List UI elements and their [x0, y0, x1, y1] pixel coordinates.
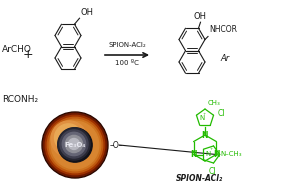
Text: Cl: Cl [209, 167, 216, 177]
Text: Ar: Ar [220, 54, 229, 63]
Circle shape [47, 117, 103, 173]
Text: N–CH₃: N–CH₃ [221, 152, 242, 157]
Text: OH: OH [81, 8, 94, 17]
Circle shape [51, 121, 87, 157]
Circle shape [58, 128, 92, 162]
Circle shape [68, 139, 79, 149]
Circle shape [65, 135, 82, 153]
Text: N: N [199, 115, 204, 121]
Text: +: + [23, 49, 33, 61]
Text: Cl: Cl [218, 109, 225, 119]
Circle shape [58, 128, 90, 160]
Text: ArCHO: ArCHO [2, 46, 32, 54]
Text: CH₃: CH₃ [208, 100, 221, 106]
Text: SPION-ACl₂: SPION-ACl₂ [108, 42, 146, 48]
Circle shape [51, 121, 99, 169]
Text: –O–: –O– [110, 140, 124, 149]
Circle shape [60, 130, 88, 158]
Text: ⁺: ⁺ [210, 148, 213, 153]
Text: N: N [205, 151, 210, 157]
Text: N: N [213, 150, 219, 159]
Circle shape [55, 124, 82, 152]
Text: 100 ºC: 100 ºC [115, 60, 139, 66]
Circle shape [42, 112, 108, 178]
Text: Fe₃O₄: Fe₃O₄ [64, 142, 86, 148]
Text: ⁺: ⁺ [203, 113, 206, 118]
Text: OH: OH [194, 12, 207, 21]
Circle shape [43, 113, 107, 177]
Circle shape [45, 115, 105, 175]
Circle shape [49, 119, 101, 171]
Text: RCONH₂: RCONH₂ [2, 95, 38, 105]
Text: N: N [191, 150, 197, 159]
Circle shape [62, 132, 86, 156]
Text: SPION-ACl₂: SPION-ACl₂ [176, 174, 224, 183]
Text: N: N [202, 130, 208, 139]
Text: NHCOR: NHCOR [209, 26, 237, 34]
